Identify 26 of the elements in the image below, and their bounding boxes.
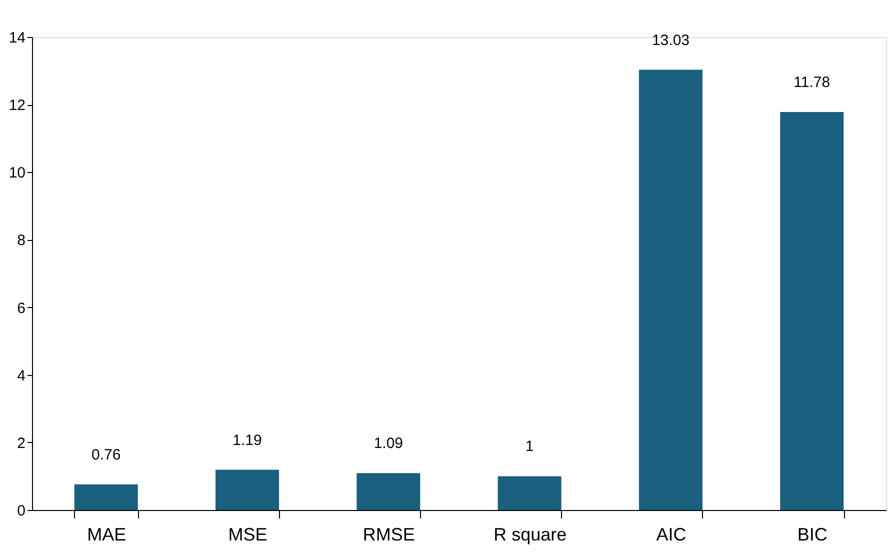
bar (498, 476, 562, 510)
y-tick-label: 8 (17, 232, 26, 250)
y-tick-label: 14 (8, 30, 26, 46)
bar (74, 484, 138, 510)
data-label: 0.76 (92, 446, 121, 464)
y-tick-label: 12 (8, 97, 26, 114)
y-tick-label: 2 (17, 434, 26, 452)
bar (638, 70, 702, 510)
data-label: 11.78 (794, 74, 830, 92)
x-tick-label: BIC (797, 524, 828, 544)
y-tick-label: 10 (8, 164, 26, 182)
bar (216, 470, 280, 510)
y-tick-label: 0 (17, 502, 26, 520)
x-tick-label: AIC (656, 524, 686, 544)
x-tick-label: R square (494, 524, 567, 544)
data-label: 1.09 (374, 435, 404, 452)
x-tick-label: RMSE (362, 524, 415, 544)
data-label: 13.03 (652, 32, 690, 49)
data-label: 1 (525, 438, 534, 456)
bar (780, 112, 844, 510)
bar (356, 473, 420, 510)
y-tick-label: 4 (17, 367, 26, 384)
x-tick-label: MSE (228, 524, 268, 544)
data-label: 1.19 (232, 432, 262, 449)
x-tick-label: MAE (87, 524, 126, 544)
y-tick-label: 6 (17, 300, 26, 317)
